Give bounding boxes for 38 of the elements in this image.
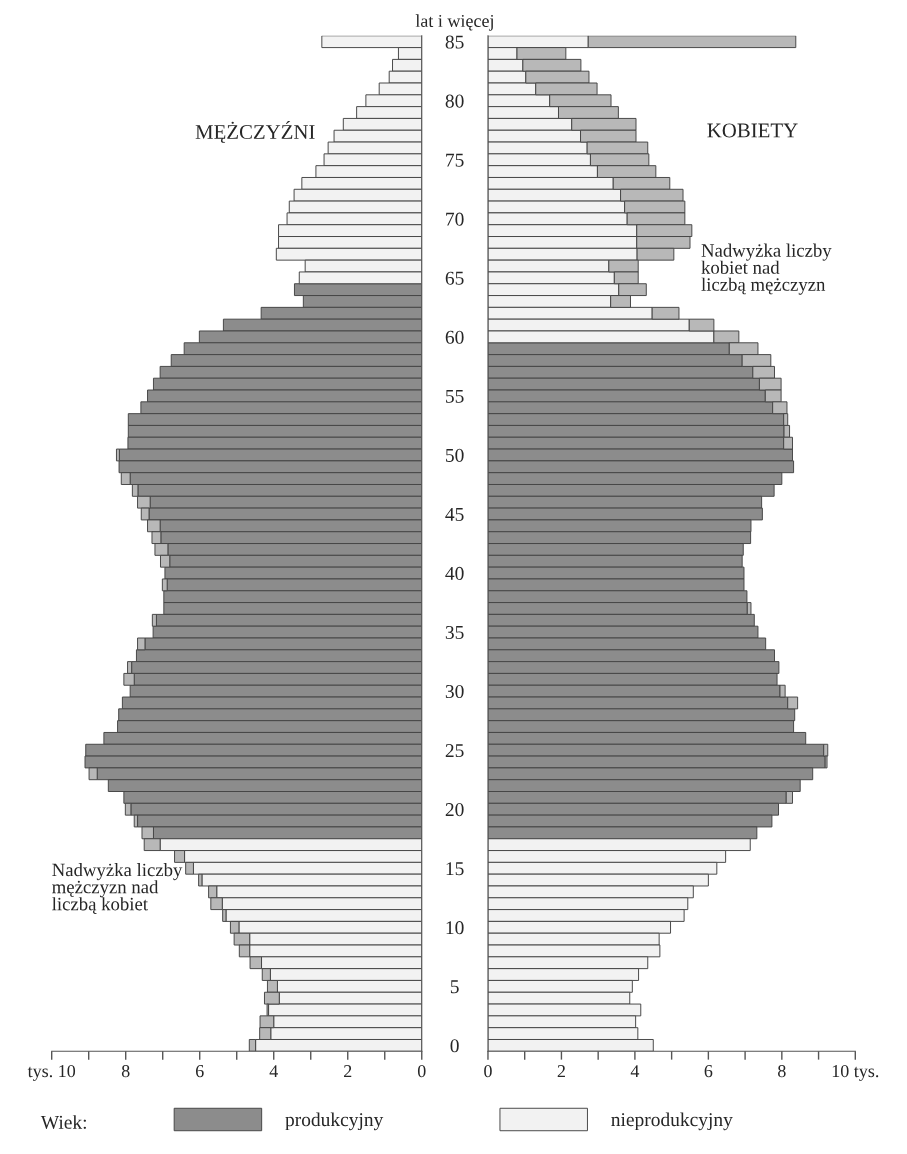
annotation: Nadwyżka liczby kobiet nad liczbą mężczyzn [701,243,832,295]
x-tick-label: 6 [195,1065,204,1078]
y-tick-label: 40 [445,566,464,580]
x-tick-label: 2 [557,1065,565,1078]
y-tick-label: 30 [445,684,464,699]
annotation: Nadwyżka liczby mężczyzn nad liczbą kobiet [52,863,183,914]
y-tick-label: 45 [445,507,464,521]
y-tick-label: 15 [446,862,464,876]
y-tick-label: 55 [446,389,464,403]
text: KOBIETY [707,123,798,138]
x-tick-label: 6 [704,1065,713,1078]
y-tick-label: 0 [450,1039,459,1053]
legend-label: produkcyjny [285,1112,384,1131]
x-tick-label: 0 [417,1065,426,1078]
x-tick-label: 0 [484,1065,492,1078]
y-axis-title: lat i więcej [415,14,493,31]
x-tick-label: 10 tys. [832,1064,879,1081]
x-tick-label: 8 [778,1065,786,1078]
text: MĘŻCZYŹNI [195,120,315,143]
x-tick-label: 4 [269,1065,278,1078]
legend-title: Wiek: [40,1115,86,1129]
y-tick-label: 60 [445,330,464,344]
x-tick-label: 2 [344,1065,352,1078]
legend-label: nieprodukcyjny [611,1112,733,1131]
y-tick-label: 85 [445,35,464,49]
y-tick-label: 20 [445,803,464,817]
y-tick-label: 75 [446,153,464,167]
y-tick-label: 50 [446,448,464,462]
x-tick-label: 4 [630,1065,640,1078]
y-tick-label: 65 [445,271,464,285]
y-tick-label: 10 [446,921,464,935]
y-tick-label: 25 [445,744,464,758]
x-tick-label: 8 [121,1065,130,1078]
y-tick-label: 5 [450,980,459,994]
y-tick-label: 35 [445,625,464,640]
y-tick-label: 70 [446,212,464,226]
x-tick-label: tys. 10 [27,1064,76,1081]
y-tick-label: 80 [445,94,464,108]
